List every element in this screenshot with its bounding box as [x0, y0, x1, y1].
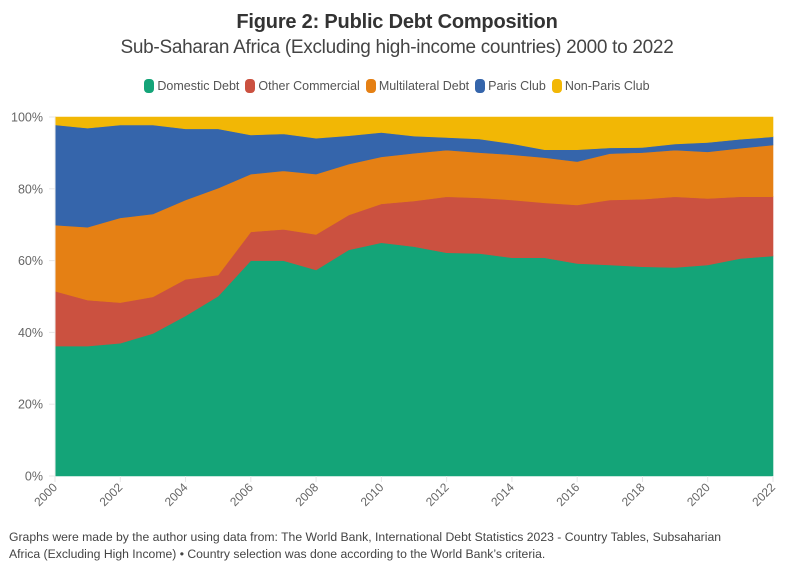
area-non-paris-club	[54, 116, 774, 150]
legend-swatch-multilateral-debt	[365, 79, 376, 93]
y-tick-label: 20%	[18, 398, 43, 412]
y-tick-label: 100%	[11, 111, 43, 125]
legend-swatch-paris-club	[475, 79, 486, 93]
x-tick-label: 2006	[227, 480, 256, 509]
x-axis: 2000 2002 2004 2006 2008 2010 2012 2014 2016 2018…	[31, 476, 778, 509]
x-tick-label: 2010	[358, 480, 387, 509]
legend-item-multilateral-debt[interactable]: Multilateral Debt	[365, 79, 470, 93]
chart-subtitle: Sub-Saharan Africa (Excluding high-incom…	[120, 37, 674, 58]
source-note-line-2: Africa (Excluding High Income) • Country…	[9, 547, 546, 561]
legend-item-non-paris-club[interactable]: Non-Paris Club	[551, 79, 650, 93]
legend-swatch-domestic-debt	[144, 79, 155, 93]
x-tick-label: 2020	[684, 480, 713, 509]
x-tick-label: 2004	[162, 480, 191, 509]
x-tick-label: 2012	[423, 480, 452, 509]
chart-title: Figure 2: Public Debt Composition	[236, 11, 558, 33]
x-tick-label: 2008	[292, 480, 321, 509]
y-tick-label: 60%	[18, 254, 43, 268]
legend-label: Multilateral Debt	[378, 79, 470, 93]
source-note: Graphs were made by the author using dat…	[9, 529, 789, 563]
y-axis: 0% 20% 40% 60% 80% 100%	[11, 111, 56, 484]
x-tick-label: 2016	[554, 480, 583, 509]
y-tick-label: 0%	[25, 470, 43, 484]
legend-item-domestic-debt[interactable]: Domestic Debt	[144, 79, 239, 93]
y-tick-label: 80%	[18, 182, 43, 196]
area-layers	[54, 116, 774, 477]
source-note-line-1: Graphs were made by the author using dat…	[9, 530, 722, 544]
y-tick-label: 40%	[18, 326, 43, 340]
x-tick-label: 2014	[488, 480, 517, 509]
legend-swatch-non-paris-club	[551, 79, 562, 93]
x-tick-label: 2000	[31, 480, 60, 509]
legend-swatch-other-commercial	[245, 79, 256, 93]
x-tick-label: 2002	[97, 480, 126, 509]
x-tick-label: 2022	[749, 480, 778, 509]
x-tick-label: 2018	[619, 480, 648, 509]
legend-item-paris-club[interactable]: Paris Club	[475, 79, 546, 93]
legend-label: Domestic Debt	[157, 79, 240, 93]
legend-item-other-commercial[interactable]: Other Commercial	[245, 79, 360, 93]
stacked-area-chart: 0%20%40%60%80%100% 2000 2002 2004 2006 2008 2…	[11, 111, 778, 510]
legend: Domestic Debt Other Commercial Multilate…	[0, 79, 794, 93]
legend-label: Other Commercial	[258, 79, 360, 93]
legend-label: Non-Paris Club	[564, 79, 650, 93]
legend-label: Paris Club	[488, 79, 546, 93]
